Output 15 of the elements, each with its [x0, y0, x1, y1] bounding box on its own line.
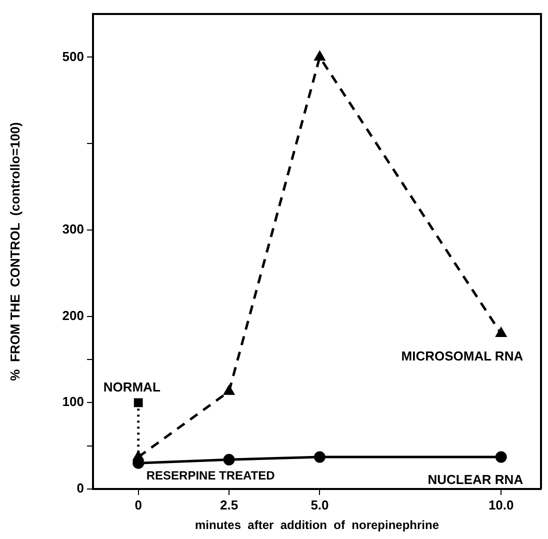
annotation: RESERPINE TREATED [146, 468, 276, 482]
x-axis-title: minutes after addition of norepinephrine [194, 518, 440, 532]
y-tick-label: 100 [62, 394, 84, 410]
x-tick-label: 10.0 [488, 497, 514, 512]
y-axis-title: % FROM THE CONTROL (controllo=100) [7, 122, 22, 381]
y-tick-label: 300 [62, 221, 84, 236]
y-tick-label: 500 [62, 48, 84, 64]
series-label: NUCLEAR RNA [428, 472, 524, 488]
x-tick-label: 0 [134, 497, 142, 512]
y-tick-label: 200 [62, 308, 84, 323]
series-label: MICROSOMAL RNA [401, 348, 524, 364]
y-tick-label: 0 [76, 480, 84, 496]
x-tick-label: 2.5 [220, 497, 238, 512]
annotation: NORMAL [103, 380, 160, 395]
x-tick-label: 5.0 [310, 497, 329, 512]
